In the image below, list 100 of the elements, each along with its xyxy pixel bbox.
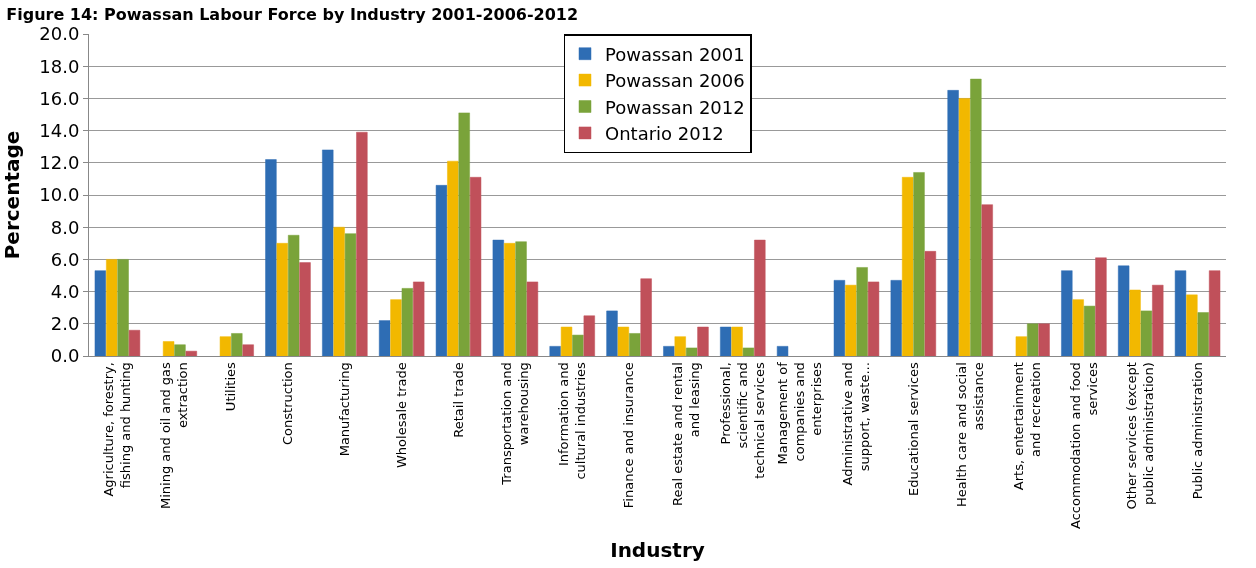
bar [526, 281, 539, 356]
bar [913, 172, 925, 356]
chart-title: Figure 14: Powassan Labour Force by Industry 2001-2006-2012 [6, 4, 579, 24]
bar [867, 281, 880, 356]
x-tick-label: Transportation and warehousing [499, 362, 532, 486]
bar [958, 98, 971, 356]
bar [731, 326, 743, 356]
bar [1140, 310, 1153, 356]
x-tick-label: Administrative and support, waste... [840, 362, 873, 486]
bar [390, 299, 402, 356]
bar [845, 284, 857, 356]
bar [1208, 270, 1221, 356]
x-tick-label: Public administration [1189, 362, 1205, 500]
bar [1083, 305, 1096, 356]
bar [401, 288, 414, 356]
bar [265, 159, 277, 356]
bar [754, 239, 766, 356]
bar [322, 149, 334, 356]
bar [549, 346, 561, 356]
bar [242, 344, 254, 356]
bar [128, 329, 141, 356]
x-tick-label: Manufacturing [337, 362, 353, 457]
bar [720, 326, 732, 356]
bar [1072, 299, 1084, 356]
bar [1038, 323, 1050, 356]
bar [901, 177, 914, 356]
bar [504, 243, 516, 356]
bar [288, 235, 300, 356]
bar [1118, 265, 1130, 356]
bar [1129, 289, 1141, 356]
bar [378, 320, 391, 356]
legend-label: Powassan 2012 [605, 96, 745, 118]
bar [640, 278, 652, 356]
bar [572, 334, 584, 356]
bar [447, 160, 459, 356]
x-tick-label: Real estate and rental and leasing [669, 362, 702, 506]
bar [663, 346, 675, 356]
bar [117, 259, 129, 356]
bar [276, 243, 288, 356]
bar [1061, 270, 1073, 356]
y-tick-label: 8.0 [50, 216, 80, 238]
x-tick-label: Finance and insurance [621, 362, 637, 509]
bar [174, 344, 186, 356]
bar [162, 341, 175, 356]
bar [742, 347, 755, 356]
x-tick-label: Educational services [905, 361, 921, 496]
bar [890, 280, 902, 356]
bar [1197, 312, 1209, 356]
bar [924, 251, 937, 356]
bar [231, 333, 243, 356]
bar [219, 336, 232, 356]
y-tick-label: 20.0 [39, 23, 80, 45]
bar [833, 280, 846, 356]
bar [106, 259, 118, 356]
bar [413, 281, 425, 356]
x-tick-label: Agriculture, forestry, fishing and hunting [101, 362, 134, 497]
x-tick-label: Other services (except public administration) [1124, 362, 1157, 510]
bar [1015, 336, 1027, 356]
x-tick-label: Construction [280, 362, 296, 445]
bar [697, 326, 709, 356]
y-tick-label: 2.0 [50, 313, 80, 335]
bar [1186, 294, 1198, 356]
legend-label: Ontario 2012 [605, 122, 724, 144]
x-axis-title: Industry [610, 538, 705, 563]
bar [560, 326, 573, 356]
bar [469, 177, 482, 356]
bar [583, 315, 595, 356]
bar [606, 310, 618, 356]
bar [947, 90, 959, 356]
x-tick-label: Wholesale trade [393, 362, 409, 468]
bar [856, 267, 868, 356]
bar [981, 204, 993, 356]
y-tick-label: 18.0 [39, 55, 80, 77]
bar [94, 270, 107, 356]
bar [1027, 323, 1039, 356]
bar [776, 346, 789, 356]
bar [185, 350, 197, 356]
bar [356, 131, 368, 356]
x-tick-label: Utilities [223, 361, 239, 412]
y-tick-label: 4.0 [50, 280, 80, 302]
bar [970, 78, 982, 356]
bar [435, 185, 448, 356]
bar [492, 239, 504, 356]
bar [299, 262, 311, 356]
y-tick-label: 10.0 [39, 184, 80, 206]
bar [617, 326, 630, 356]
y-tick-label: 12.0 [39, 152, 80, 174]
bar [458, 112, 470, 356]
legend-label: Powassan 2006 [605, 70, 745, 92]
x-tick-label: Health care and social assistance [953, 362, 986, 507]
bar [629, 333, 641, 356]
y-tick-label: 6.0 [50, 248, 80, 270]
legend-label: Powassan 2001 [605, 43, 745, 65]
bar [333, 226, 345, 356]
bar [1152, 284, 1164, 356]
bar [685, 347, 698, 356]
bar [1095, 257, 1107, 356]
bar [344, 233, 357, 356]
x-tick-label: Retail trade [450, 362, 466, 438]
y-tick-label: 0.0 [50, 345, 80, 367]
